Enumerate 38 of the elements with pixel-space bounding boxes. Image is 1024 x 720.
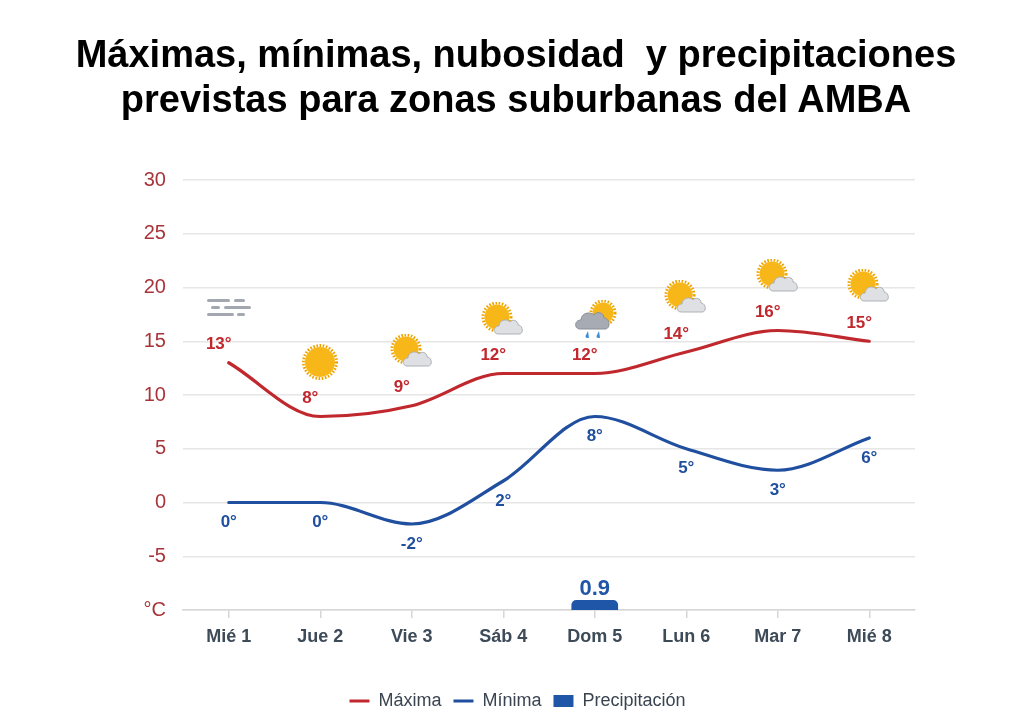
data-label: 16° <box>754 302 781 322</box>
x-tick-label: Mar 7 <box>754 625 802 646</box>
data-label: -2° <box>400 533 423 553</box>
y-tick-label: 10 <box>143 382 166 405</box>
data-label: 12° <box>480 345 507 365</box>
x-tick-label: Sáb 4 <box>479 625 528 646</box>
data-label: 0° <box>312 512 329 532</box>
data-label: 12° <box>571 345 598 365</box>
y-tick-label: 15 <box>143 328 166 351</box>
data-label: 0° <box>220 512 238 532</box>
data-label: 5° <box>678 458 695 478</box>
y-tick-label: °C <box>143 597 166 620</box>
y-tick-label: -5 <box>148 543 166 566</box>
data-label: 6° <box>861 447 878 467</box>
y-tick-label: 5 <box>154 436 166 459</box>
data-label: 8° <box>586 426 604 446</box>
data-label: 9° <box>393 377 411 397</box>
x-tick-label: Mié 1 <box>206 625 252 646</box>
x-tick-label: Jue 2 <box>297 625 344 646</box>
data-label: 8° <box>302 388 319 408</box>
legend-label: Mínima <box>482 689 543 710</box>
data-label: 0.9 <box>579 575 611 601</box>
x-tick-label: Lun 6 <box>662 625 711 646</box>
y-tick-label: 25 <box>143 221 166 244</box>
data-label: 14° <box>663 323 690 343</box>
y-tick-label: 0 <box>154 490 166 513</box>
chart-title: Máximas, mínimas, nubosidad y precipitaciones previstas para zonas suburbanas del AMBA <box>74 32 958 122</box>
data-label: 2° <box>495 490 512 510</box>
legend-label: Máxima <box>378 689 443 710</box>
data-label: 15° <box>846 312 873 332</box>
x-tick-label: Vie 3 <box>390 625 433 646</box>
x-tick-label: Dom 5 <box>567 625 623 646</box>
y-tick-label: 20 <box>143 275 166 298</box>
data-label: 13° <box>205 334 232 354</box>
legend-label: Precipitación <box>582 689 686 710</box>
data-label: 3° <box>769 479 787 499</box>
x-tick-label: Mié 8 <box>846 625 892 646</box>
y-tick-label: 30 <box>143 167 166 190</box>
